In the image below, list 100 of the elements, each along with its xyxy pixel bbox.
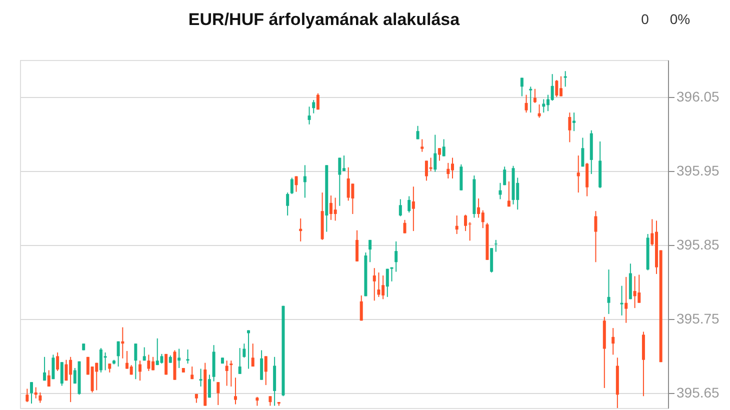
candlestick bbox=[225, 360, 228, 386]
candlestick bbox=[251, 343, 254, 368]
candlestick bbox=[620, 285, 624, 316]
candlestick bbox=[594, 210, 598, 263]
candlestick bbox=[455, 214, 458, 234]
candlestick bbox=[156, 338, 159, 366]
text: 0% bbox=[670, 11, 690, 27]
candlestick bbox=[568, 112, 572, 143]
candlestick bbox=[104, 352, 107, 371]
candlestick bbox=[408, 196, 411, 214]
candlestick bbox=[26, 388, 29, 403]
y-tick-label: 395.75 bbox=[676, 310, 720, 327]
candlestick bbox=[498, 182, 502, 200]
candlestick bbox=[576, 155, 580, 194]
candlestick bbox=[438, 148, 441, 162]
candlestick bbox=[434, 134, 437, 172]
candlestick bbox=[377, 272, 380, 298]
candlestick bbox=[564, 70, 567, 88]
candlestick bbox=[208, 374, 211, 398]
candlestick bbox=[242, 343, 246, 358]
candlestick bbox=[538, 104, 541, 118]
candlestick bbox=[581, 137, 584, 168]
candlestick bbox=[372, 268, 376, 302]
candlestick bbox=[286, 192, 290, 216]
candlestick bbox=[412, 186, 415, 232]
candlestick bbox=[264, 356, 268, 386]
candlestick bbox=[638, 274, 641, 304]
candlestick bbox=[507, 180, 510, 208]
chart-title: EUR/HUF árfolyamának alakulása bbox=[188, 10, 460, 29]
candlestick bbox=[260, 350, 264, 380]
candlestick bbox=[572, 112, 576, 132]
candlestick bbox=[43, 356, 46, 382]
candlestick bbox=[464, 214, 468, 232]
candlestick bbox=[403, 219, 406, 234]
candlestick bbox=[160, 353, 164, 364]
candlestick bbox=[624, 276, 628, 324]
candlestick bbox=[38, 392, 42, 404]
candlestick bbox=[178, 348, 181, 369]
candlestick bbox=[494, 239, 498, 252]
candlestick bbox=[533, 88, 536, 104]
candlestick bbox=[481, 210, 484, 229]
candlestick bbox=[477, 198, 480, 218]
candlestick bbox=[390, 266, 394, 282]
candlestick bbox=[199, 368, 202, 388]
candlestick bbox=[520, 77, 524, 97]
y-tick-label: 395.85 bbox=[676, 236, 720, 253]
candlestick bbox=[503, 166, 506, 186]
candlestick bbox=[420, 138, 424, 152]
candlestick bbox=[490, 248, 494, 273]
candlestick bbox=[47, 370, 50, 388]
candlestick bbox=[334, 197, 337, 222]
candlestick bbox=[186, 349, 190, 364]
candlestick bbox=[290, 177, 294, 195]
candlestick bbox=[416, 125, 420, 140]
candlestick bbox=[216, 382, 220, 406]
candlestick bbox=[238, 348, 242, 374]
candlestick bbox=[268, 396, 272, 406]
candlestick bbox=[586, 162, 589, 197]
candlestick bbox=[346, 166, 350, 202]
candlestick bbox=[529, 86, 532, 114]
candlestick bbox=[138, 360, 142, 382]
candlestick bbox=[64, 359, 68, 382]
candlestick bbox=[308, 106, 311, 125]
candlestick bbox=[550, 74, 554, 102]
candlestick bbox=[555, 79, 558, 98]
candlestick bbox=[446, 162, 450, 179]
y-tick-label: 395.65 bbox=[676, 384, 720, 401]
candlestick bbox=[190, 366, 194, 380]
candlestick bbox=[368, 239, 372, 263]
text: 0 bbox=[641, 11, 650, 27]
candlestick bbox=[360, 294, 363, 322]
candlestick bbox=[316, 92, 320, 110]
candlestick bbox=[56, 352, 60, 372]
candlestick bbox=[524, 94, 528, 114]
candlestick bbox=[633, 276, 636, 309]
candlestick bbox=[134, 343, 138, 380]
candlestick bbox=[429, 157, 432, 172]
y-tick-label: 395.95 bbox=[676, 162, 720, 179]
y-tick-label: 396.05 bbox=[676, 88, 720, 105]
candlestick bbox=[230, 360, 233, 388]
candlestick bbox=[442, 138, 446, 157]
candlestick bbox=[612, 328, 615, 356]
candlestick bbox=[394, 240, 398, 272]
candlestick bbox=[294, 176, 298, 192]
candlestick bbox=[95, 362, 98, 391]
candlestick bbox=[542, 98, 546, 114]
candlestick bbox=[460, 164, 463, 191]
candlestick bbox=[147, 354, 150, 372]
candlestick bbox=[116, 340, 120, 368]
candlestick bbox=[338, 157, 342, 206]
candlestick bbox=[386, 268, 389, 298]
candlestick bbox=[398, 198, 402, 217]
candlestick bbox=[312, 99, 316, 114]
candlestick bbox=[52, 354, 55, 380]
candlestick bbox=[60, 362, 64, 386]
candlestick bbox=[30, 382, 34, 404]
candlestick bbox=[303, 164, 306, 198]
candlestick bbox=[356, 230, 359, 262]
candlestick bbox=[607, 269, 610, 314]
candlestick bbox=[234, 377, 237, 405]
